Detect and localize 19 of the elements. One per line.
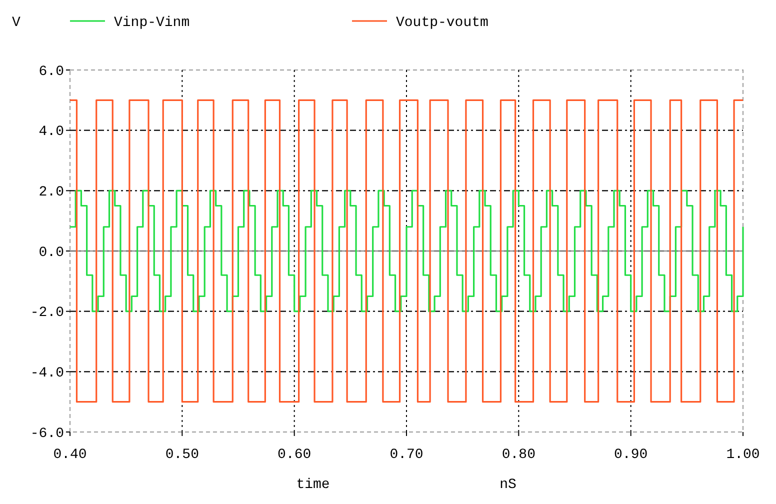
x-tick-label: 1.00: [726, 447, 760, 463]
x-tick-label: 0.50: [165, 447, 199, 463]
x-tick-label: 0.70: [390, 447, 424, 463]
y-tick-label: 0.0: [38, 244, 64, 261]
x-tick-label: 0.60: [278, 447, 312, 463]
legend-label: Voutp-voutm: [396, 15, 488, 31]
x-tick-label: 0.80: [502, 447, 536, 463]
y-tick-label: -6.0: [30, 426, 64, 442]
y-axis-title: V: [12, 15, 21, 31]
y-tick-label: -4.0: [30, 366, 64, 382]
y-tick-label: 4.0: [38, 124, 64, 140]
x-tick-label: 0.90: [614, 447, 648, 463]
y-tick-label: -2.0: [30, 305, 64, 322]
y-tick-label: 6.0: [38, 64, 64, 80]
x-axis-title: time: [296, 477, 330, 493]
y-tick-label: 2.0: [38, 184, 64, 201]
x-tick-label: 0.40: [53, 447, 87, 463]
text: nS: [500, 477, 516, 493]
legend-label: Vinp-Vinm: [114, 15, 190, 31]
